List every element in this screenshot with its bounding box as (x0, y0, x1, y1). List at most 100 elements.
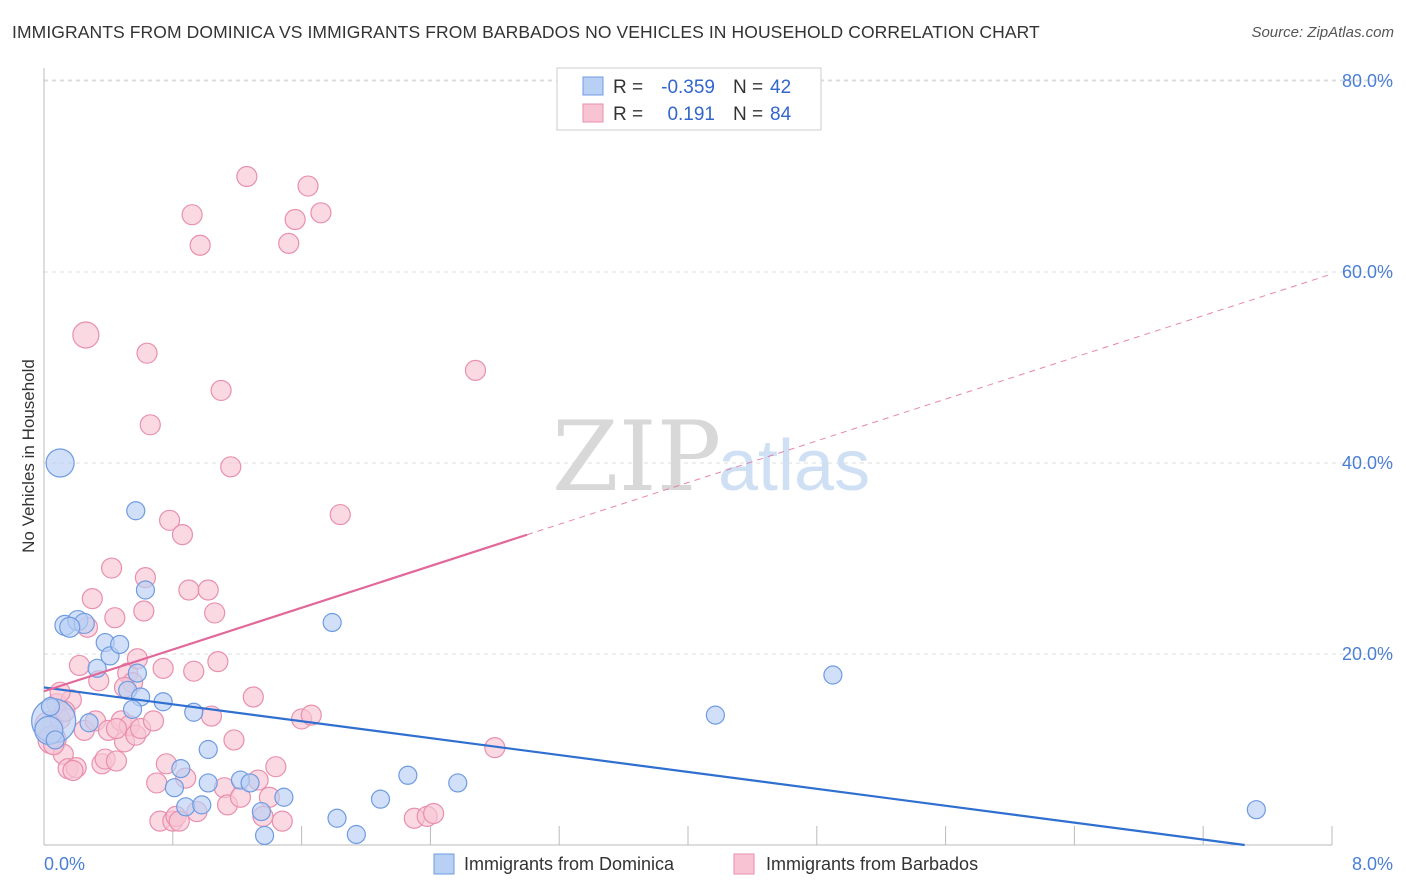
barbados-point (171, 524, 194, 546)
bottom-legend: Immigrants from Dominica Immigrants from… (433, 853, 978, 875)
barbados-point (300, 704, 322, 726)
barbados-point (133, 600, 155, 622)
dominica-point (254, 825, 275, 846)
bottom-legend-label-dominica: Immigrants from Dominica (464, 854, 675, 874)
barbados-point (265, 756, 287, 778)
dominica-point (448, 773, 468, 793)
dominica-point (346, 824, 366, 845)
barbados-point (181, 204, 203, 226)
legend-n-label-dominica: N = (733, 77, 763, 98)
x-tick-label-min: 0.0% (44, 854, 85, 874)
watermark-zip: ZIP (552, 401, 721, 513)
dominica-trend-line (43, 686, 1245, 847)
barbados-point (310, 202, 332, 224)
dominica-point (45, 730, 65, 750)
bottom-legend-swatch-barbados (733, 853, 755, 875)
axes (43, 68, 1333, 846)
barbados-point (183, 660, 205, 682)
legend-r-value-barbados: 0.191 (667, 104, 715, 125)
legend-swatch-barbados (582, 103, 604, 123)
dominica-point (79, 713, 99, 733)
barbados-point (271, 810, 293, 832)
dominica-point (705, 705, 725, 725)
dominica-point (370, 789, 391, 809)
barbados-point (423, 802, 445, 825)
y-axis-label: No Vehicles in Household (19, 359, 38, 553)
barbados-point (68, 654, 91, 677)
trend-lines (43, 273, 1333, 847)
dominica-point (823, 665, 843, 685)
barbados-point (139, 414, 161, 436)
barbados-point (223, 729, 245, 751)
dominica-point (164, 778, 185, 798)
chart-source: Source: ZipAtlas.com (1251, 24, 1394, 41)
y-tick-label: 80.0% (1342, 71, 1393, 91)
dominica-point (45, 448, 75, 478)
barbados-point (62, 759, 84, 782)
barbados-point (146, 772, 168, 794)
y-tick-labels: 20.0% 40.0% 60.0% 80.0% (1342, 71, 1393, 664)
barbados-point (236, 165, 258, 188)
barbados-point (189, 234, 211, 256)
dominica-point (251, 801, 271, 822)
dominica-point (127, 663, 147, 683)
barbados-point (297, 175, 319, 197)
dominica-point (176, 797, 196, 817)
barbados-point (464, 359, 487, 381)
dominica-point (126, 501, 146, 521)
y-tick-label: 60.0% (1342, 262, 1393, 282)
barbados-point (197, 579, 219, 601)
bottom-legend-swatch-dominica (433, 853, 455, 875)
barbados-point (136, 342, 158, 364)
barbados-point (210, 379, 232, 402)
barbados-point (329, 503, 351, 526)
barbados-points (34, 165, 506, 832)
y-tick-label: 40.0% (1342, 453, 1393, 473)
bottom-legend-label-barbados: Immigrants from Barbados (766, 854, 978, 874)
dominica-point (122, 699, 143, 719)
legend-box: R = -0.359 N = 42 R = 0.191 N = 84 (556, 67, 822, 131)
dominica-point (198, 739, 218, 760)
dominica-point (59, 616, 81, 638)
barbados-point (105, 750, 128, 772)
dominica-point (135, 580, 156, 600)
barbados-point (242, 686, 264, 708)
dominica-point (40, 696, 61, 717)
dominica-point (1246, 800, 1266, 820)
x-tick-labels: 0.0% 8.0% (44, 854, 1393, 874)
dominica-point (198, 773, 218, 793)
dominica-point (274, 787, 294, 807)
dominica-points (31, 448, 1266, 846)
barbados-point (104, 607, 126, 629)
x-tick-label-max: 8.0% (1352, 854, 1393, 874)
barbados-point (152, 657, 174, 679)
barbados-point (284, 208, 306, 231)
barbados-point (220, 456, 242, 478)
legend-r-value-dominica: -0.359 (661, 77, 715, 98)
dominica-point (240, 773, 260, 793)
barbados-point (204, 602, 226, 624)
watermark-atlas: atlas (718, 426, 870, 506)
dominica-point (192, 795, 212, 815)
barbados-point (142, 710, 165, 732)
barbados-point (101, 557, 123, 579)
barbados-point (81, 588, 103, 610)
barbados-point (158, 509, 181, 531)
legend-r-label-barbados: R = (613, 104, 643, 125)
barbados-trend-line (43, 533, 528, 693)
watermark: ZIP atlas (552, 401, 870, 513)
legend-n-label-barbados: N = (733, 104, 763, 125)
legend-n-value-barbados: 84 (770, 104, 792, 125)
barbados-trend-line-extension (526, 273, 1333, 536)
barbados-point (105, 717, 128, 740)
dominica-point (322, 612, 342, 633)
barbados-point (278, 232, 300, 254)
y-tick-label: 20.0% (1342, 644, 1393, 664)
dominica-point (110, 634, 130, 655)
barbados-point (72, 321, 100, 349)
chart-title: IMMIGRANTS FROM DOMINICA VS IMMIGRANTS F… (12, 22, 1040, 42)
legend-swatch-dominica (582, 76, 604, 96)
dominica-point (398, 765, 418, 785)
legend-n-value-dominica: 42 (770, 77, 791, 98)
